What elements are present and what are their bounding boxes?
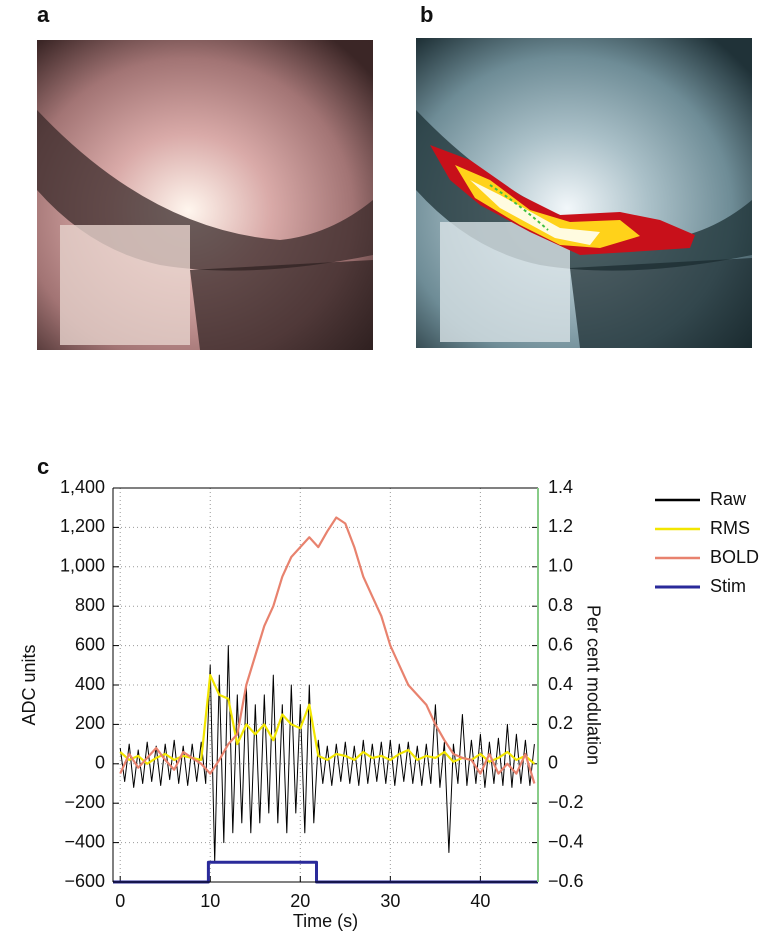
- panel-label: a: [37, 2, 50, 27]
- y2-tick-label: 0.2: [548, 713, 573, 733]
- x-tick-label: 30: [380, 891, 400, 911]
- y-axis-label: ADC units: [19, 644, 39, 725]
- series-line: [119, 645, 535, 863]
- y2-tick-label: 0: [548, 753, 558, 773]
- legend-label: Raw: [710, 489, 747, 509]
- y2-tick-label: 1.2: [548, 516, 573, 536]
- x-tick-label: 0: [115, 891, 125, 911]
- image-a: [37, 40, 373, 350]
- y2-tick-label: −0.6: [548, 871, 584, 891]
- panel-label: c: [37, 454, 49, 479]
- legend-label: Stim: [710, 576, 746, 596]
- x-tick-label: 20: [290, 891, 310, 911]
- y2-tick-label: 1.4: [548, 477, 573, 497]
- x-tick-label: 40: [470, 891, 490, 911]
- y-tick-label: −200: [64, 792, 105, 812]
- y-tick-label: 1,400: [60, 477, 105, 497]
- legend-label: RMS: [710, 518, 750, 538]
- legend-label: BOLD: [710, 547, 759, 567]
- y2-tick-label: −0.4: [548, 831, 584, 851]
- y2-tick-label: 0.4: [548, 674, 573, 694]
- y2-axis-label: Per cent modulation: [583, 605, 603, 765]
- y-tick-label: 1,000: [60, 556, 105, 576]
- y-tick-label: −400: [64, 831, 105, 851]
- x-tick-label: 10: [200, 891, 220, 911]
- y-tick-label: −600: [64, 871, 105, 891]
- y-tick-label: 1,200: [60, 516, 105, 536]
- image-b: [416, 38, 752, 348]
- y-tick-label: 600: [75, 634, 105, 654]
- y2-tick-label: 0.6: [548, 634, 573, 654]
- y2-tick-label: 0.8: [548, 595, 573, 615]
- panel-label: b: [420, 2, 433, 27]
- y-tick-label: 0: [95, 753, 105, 773]
- y-tick-label: 400: [75, 674, 105, 694]
- y2-tick-label: −0.2: [548, 792, 584, 812]
- y-tick-label: 800: [75, 595, 105, 615]
- y-tick-label: 200: [75, 713, 105, 733]
- x-axis-label: Time (s): [293, 911, 358, 931]
- series-line: [119, 516, 536, 784]
- y2-tick-label: 1.0: [548, 556, 573, 576]
